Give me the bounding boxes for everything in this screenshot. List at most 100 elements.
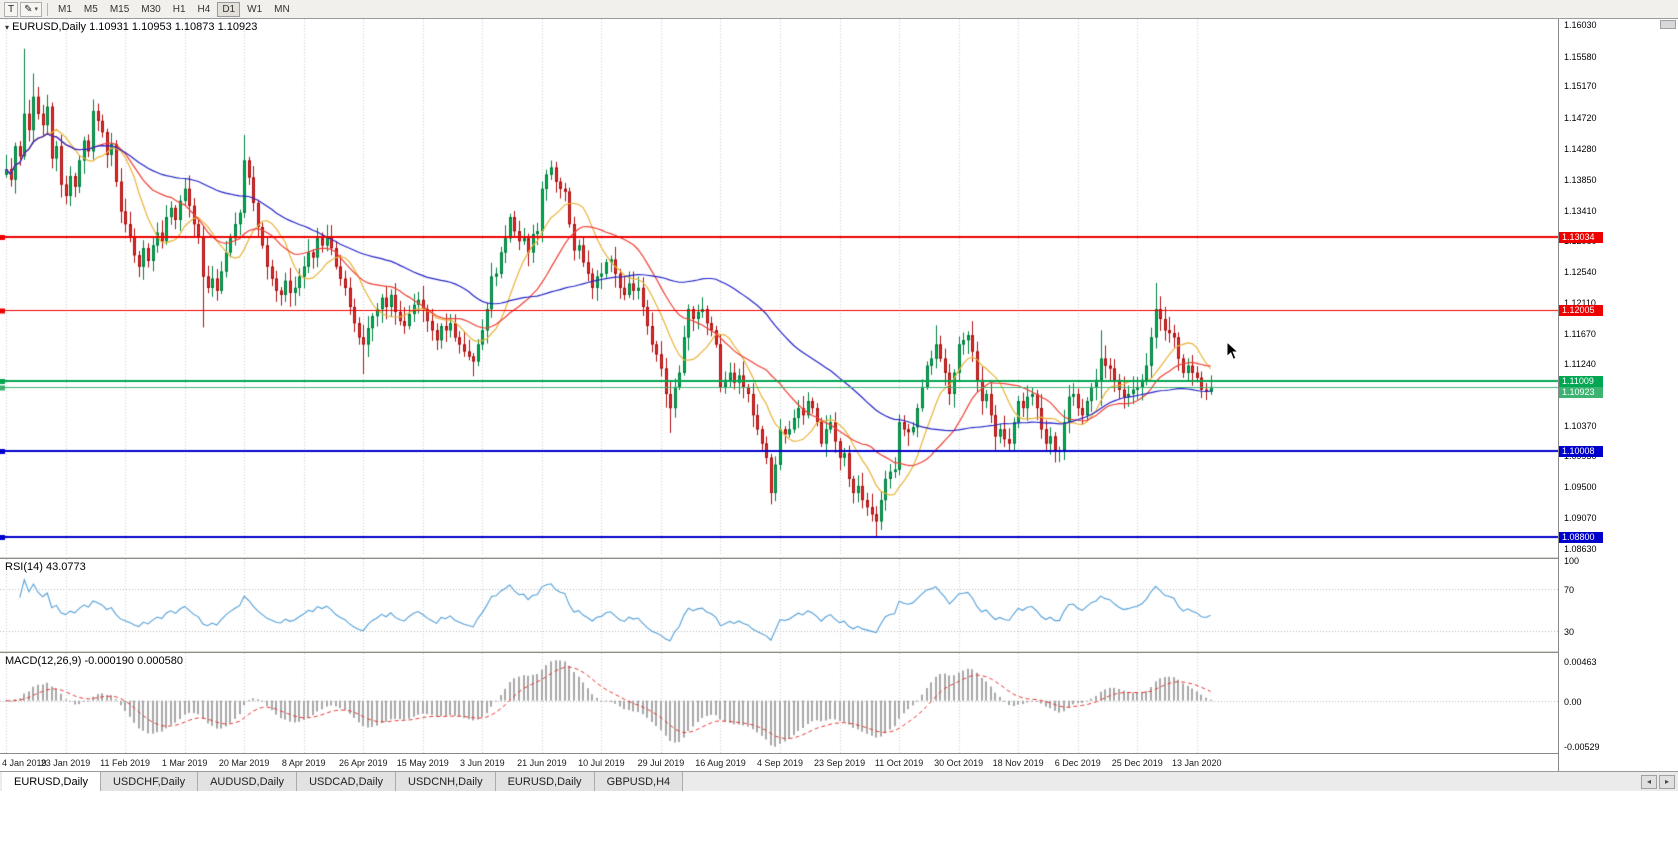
pane-divider[interactable] xyxy=(0,650,1558,653)
timeframe-button-m1[interactable]: M1 xyxy=(53,2,77,17)
macd-pane: MACD(12,26,9) -0.000190 0.000580 xyxy=(0,653,1558,753)
price-level-badge: 1.10008 xyxy=(1559,446,1603,458)
date-label: 1 Mar 2019 xyxy=(161,758,208,768)
price-tick-label: 1.15170 xyxy=(1564,81,1597,92)
chart-tab-5[interactable]: EURUSD,Daily xyxy=(495,772,595,791)
date-label: 3 Jun 2019 xyxy=(460,758,505,768)
price-tick-label: 1.11670 xyxy=(1564,328,1596,339)
text-tool-button[interactable]: T xyxy=(4,1,19,17)
date-label: 26 Apr 2019 xyxy=(338,758,388,768)
date-label: 20 Mar 2019 xyxy=(218,758,270,768)
date-label: 23 Sep 2019 xyxy=(814,758,866,768)
price-tick-label: 1.13410 xyxy=(1564,205,1597,216)
rsi-axis-label: 100 xyxy=(1564,556,1580,566)
date-label: 23 Jan 2019 xyxy=(40,758,91,768)
macd-title: MACD(12,26,9) -0.000190 0.000580 xyxy=(5,655,183,667)
price-tick-label: 1.09500 xyxy=(1564,482,1597,493)
chart-region: ▾ EURUSD,Daily 1.10931 1.10953 1.10873 1… xyxy=(0,19,1678,772)
date-label: 11 Oct 2019 xyxy=(874,758,924,768)
chart-scrollbar-thumb[interactable] xyxy=(1660,20,1676,29)
price-tick-label: 1.11240 xyxy=(1564,359,1596,370)
price-tick-label: 1.14720 xyxy=(1564,113,1597,124)
tab-scroll-arrows: ◂ ▸ xyxy=(1641,772,1678,791)
price-tick-label: 1.12110 xyxy=(1564,297,1596,308)
timeframe-button-group: M1 M5 M15 M30 H1 H4 D1 W1 MN xyxy=(52,1,296,17)
rsi-label: RSI(14) xyxy=(5,561,43,573)
price-tick-label: 1.14280 xyxy=(1564,144,1597,155)
date-label: 8 Apr 2019 xyxy=(281,758,326,768)
price-tick-label: 1.09070 xyxy=(1564,512,1597,523)
price-axis: 1.16030 1.15580 1.15170 1.14720 1.14280 1.138… xyxy=(1558,19,1678,771)
mouse-cursor-icon xyxy=(1226,341,1239,360)
plot-column: ▾ EURUSD,Daily 1.10931 1.10953 1.10873 1… xyxy=(0,19,1558,772)
chevron-down-icon: ▾ xyxy=(34,6,39,13)
rsi-axis-label: 70 xyxy=(1564,585,1575,595)
price-tick-label: 1.08630 xyxy=(1564,543,1597,554)
date-label: 30 Oct 2019 xyxy=(934,758,984,768)
timeframe-button-mn[interactable]: MN xyxy=(269,2,295,17)
macd-canvas[interactable] xyxy=(0,653,1558,753)
price-tick-label: 1.10370 xyxy=(1564,420,1597,431)
rsi-axis-label: 30 xyxy=(1564,627,1575,637)
chart-ohlc-values: 1.10931 1.10953 1.10873 1.10923 xyxy=(89,21,258,33)
macd-axis-label: 0.00463 xyxy=(1564,657,1597,667)
price-chart-canvas[interactable] xyxy=(0,19,1558,556)
pencil-icon: ✎ xyxy=(24,3,33,15)
draw-tool-button[interactable]: ✎ ▾ xyxy=(20,1,43,17)
date-label: 4 Jan 2019 xyxy=(2,758,47,768)
timeframe-button-m5[interactable]: M5 xyxy=(79,2,103,17)
price-tick-label: 1.16030 xyxy=(1564,20,1597,31)
price-level-badge: 1.12005 xyxy=(1559,305,1603,317)
chart-title: ▾ EURUSD,Daily 1.10931 1.10953 1.10873 1… xyxy=(5,21,257,33)
price-level-badge: 1.11009 xyxy=(1559,375,1603,387)
chart-tab-4[interactable]: USDCNH,Daily xyxy=(396,772,496,791)
macd-label: MACD(12,26,9) xyxy=(5,655,82,667)
date-label: 13 Jan 2020 xyxy=(1172,758,1222,768)
date-label: 29 Jul 2019 xyxy=(637,758,685,768)
time-axis: 4 Jan 2019 23 Jan 2019 11 Feb 2019 1 Mar 20… xyxy=(0,753,1558,772)
macd-values: -0.000190 0.000580 xyxy=(84,655,183,667)
chart-tabbar: EURUSD,Daily USDCHF,Daily AUDUSD,Daily USDC… xyxy=(0,771,1678,791)
date-label: 21 Jun 2019 xyxy=(517,758,567,768)
chart-tab-3[interactable]: USDCAD,Daily xyxy=(297,772,397,791)
price-tick-label: 1.13850 xyxy=(1564,174,1597,185)
rsi-value: 43.0773 xyxy=(45,561,86,573)
price-level-badge: 1.08800 xyxy=(1559,531,1603,543)
date-label: 16 Aug 2019 xyxy=(695,758,746,768)
timeframe-button-d1[interactable]: D1 xyxy=(217,1,241,17)
chart-tabs: EURUSD,Daily USDCHF,Daily AUDUSD,Daily USDC… xyxy=(2,772,684,791)
chart-tab-0[interactable]: EURUSD,Daily xyxy=(2,772,101,791)
pane-divider[interactable] xyxy=(0,556,1558,559)
price-level-badge: 1.10923 xyxy=(1559,386,1603,398)
price-tick-label: 1.15580 xyxy=(1564,52,1597,63)
timeframe-button-m15[interactable]: M15 xyxy=(105,2,134,17)
date-label: 15 May 2019 xyxy=(396,758,449,768)
toolbar-separator xyxy=(47,2,49,16)
collapse-triangle-icon: ▾ xyxy=(5,23,10,32)
chart-symbol-period: EURUSD,Daily xyxy=(12,21,87,33)
macd-axis-label: -0.00529 xyxy=(1564,742,1600,752)
timeframe-button-w1[interactable]: W1 xyxy=(242,2,267,17)
chart-tab-2[interactable]: AUDUSD,Daily xyxy=(198,772,298,791)
date-label: 10 Jul 2019 xyxy=(578,758,625,768)
timeframe-button-m30[interactable]: M30 xyxy=(136,2,165,17)
tabs-scroll-right-button[interactable]: ▸ xyxy=(1659,774,1675,789)
timeframe-button-h4[interactable]: H4 xyxy=(193,2,216,17)
price-chart-pane: ▾ EURUSD,Daily 1.10931 1.10953 1.10873 1… xyxy=(0,19,1558,556)
price-level-badge: 1.13034 xyxy=(1559,232,1603,244)
timeframe-button-h1[interactable]: H1 xyxy=(168,2,191,17)
price-tick-label: 1.12540 xyxy=(1564,267,1597,278)
rsi-title: RSI(14) 43.0773 xyxy=(5,561,86,573)
chart-tab-6[interactable]: GBPUSD,H4 xyxy=(594,772,684,791)
rsi-canvas[interactable] xyxy=(0,559,1558,650)
date-label: 11 Feb 2019 xyxy=(100,758,151,768)
text-tool-label: T xyxy=(8,3,15,15)
date-label: 6 Dec 2019 xyxy=(1054,758,1101,768)
chart-toolbar: T ✎ ▾ M1 M5 M15 M30 H1 H4 D1 W1 MN xyxy=(0,0,1678,19)
macd-axis-label: 0.00 xyxy=(1564,696,1582,707)
tabs-scroll-left-button[interactable]: ◂ xyxy=(1641,774,1657,789)
date-label: 25 Dec 2019 xyxy=(1111,758,1163,768)
chart-tab-1[interactable]: USDCHF,Daily xyxy=(100,772,199,791)
rsi-pane: RSI(14) 43.0773 xyxy=(0,559,1558,650)
